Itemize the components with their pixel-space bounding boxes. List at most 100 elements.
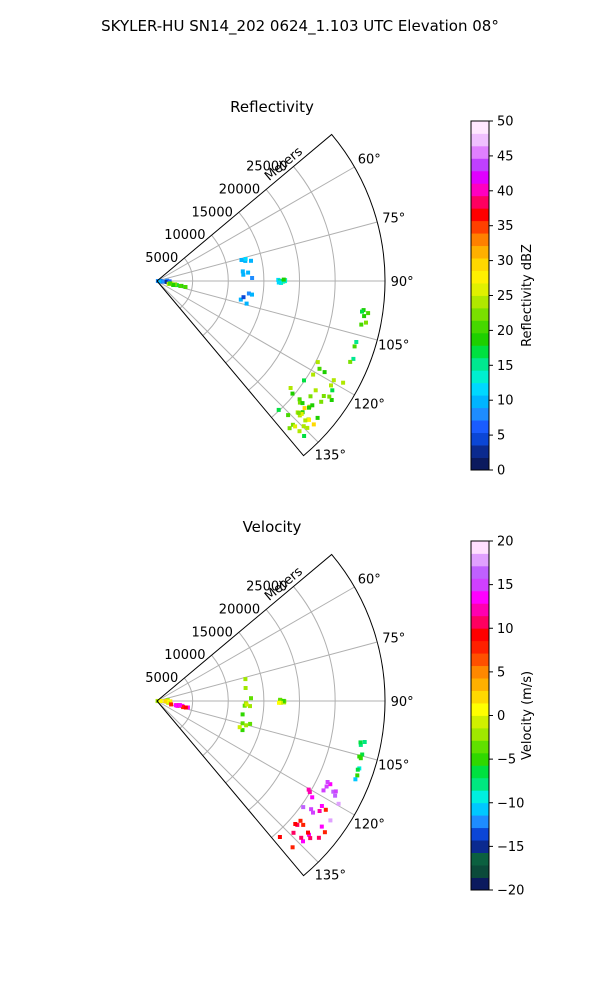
azimuth-gridline (156, 280, 319, 443)
panel-reflectivity: Reflectivity500010000150002000025000Mete… (145, 98, 535, 479)
colorbar-swatch (471, 777, 489, 791)
echo-gate (355, 773, 360, 778)
colorbar-swatch (471, 158, 489, 172)
echo-gate (163, 699, 168, 704)
echo-gate (290, 391, 295, 396)
echo-gate (352, 344, 357, 349)
echo-gate (311, 372, 316, 377)
colorbar-swatch (471, 765, 489, 779)
echo-gate (171, 283, 176, 287)
range-ring (225, 631, 265, 784)
colorbar-swatch (471, 432, 489, 446)
colorbar-swatch (471, 195, 489, 209)
colorbar-tick-label: 30 (497, 254, 514, 269)
echo-gate (281, 277, 286, 282)
echo-gate (177, 703, 182, 708)
colorbar-swatch (471, 307, 489, 321)
echo-gate (321, 394, 326, 398)
colorbar-swatch (471, 628, 489, 642)
echo-gate (358, 740, 363, 745)
echo-gate (319, 804, 324, 808)
azimuth-gridline (156, 280, 355, 396)
colorbar-tick-label: 0 (497, 464, 505, 479)
echo-gate (310, 795, 315, 800)
echo-gate (293, 424, 298, 429)
colorbar-tick-label: 40 (497, 184, 514, 199)
colorbar-swatch (471, 840, 489, 853)
range-ring (202, 654, 229, 756)
colorbar-swatch (471, 578, 489, 592)
azimuth-gridline (156, 280, 378, 341)
echo-gate (333, 789, 338, 794)
echo-gate (301, 822, 306, 827)
azimuth-tick-label: 135° (315, 448, 346, 463)
colorbar-swatch (471, 740, 489, 754)
echo-gate (297, 400, 302, 405)
colorbar-tick-label: 20 (497, 324, 514, 339)
echo-gate (358, 742, 363, 747)
colorbar-swatch (471, 640, 489, 654)
echo-gate (307, 790, 312, 795)
echo-gate (308, 836, 313, 841)
echo-gate (250, 276, 255, 280)
colorbar-tick-label: −10 (497, 796, 524, 811)
echo-gate (241, 295, 246, 300)
echo-gate (281, 698, 286, 703)
azimuth-tick-label: 120° (354, 398, 385, 413)
colorbar-tick-label: 5 (497, 429, 505, 444)
azimuth-gridline (156, 166, 355, 282)
range-ring (271, 586, 336, 838)
echo-gate (248, 721, 253, 726)
colorbar-swatch (471, 877, 489, 891)
echo-gate (237, 725, 242, 730)
echo-gate (299, 835, 304, 840)
azimuth-gridline (156, 700, 355, 816)
echo-gate (240, 712, 245, 717)
range-ring (202, 234, 229, 336)
echo-gate (276, 407, 281, 412)
echo-gate (276, 280, 281, 285)
echo-gate (362, 314, 367, 319)
echo-gate (243, 677, 248, 682)
colorbar-swatch (471, 790, 489, 804)
azimuth-tick-label: 120° (354, 818, 385, 833)
colorbar-swatch (471, 653, 489, 667)
echo-gate (161, 279, 166, 284)
range-tick-label: 15000 (192, 625, 233, 640)
colorbar-tick-label: 0 (497, 709, 505, 724)
colorbar-swatch (471, 345, 489, 359)
echo-layer (155, 677, 367, 850)
echo-gate (158, 699, 163, 703)
colorbar-swatch (471, 357, 489, 371)
echo-gate (302, 378, 306, 383)
echo-gate (288, 386, 293, 390)
echo-gate (327, 394, 332, 399)
echo-gate (243, 257, 248, 261)
echo-gate (316, 835, 321, 840)
echo-gate (239, 258, 244, 262)
colorbar-swatch (471, 370, 489, 384)
echo-gate (164, 279, 169, 284)
colorbar-tick-label: 10 (497, 622, 514, 637)
colorbar-swatch (471, 295, 489, 309)
colorbar-label: Reflectivity dBZ (520, 244, 535, 347)
colorbar-swatch (471, 183, 489, 197)
azimuth-tick-label: 90° (391, 695, 414, 710)
colorbar-tick-label: 5 (497, 665, 505, 680)
echo-gate (248, 704, 252, 709)
colorbar-swatch (471, 603, 489, 617)
azimuth-tick-label: 105° (378, 338, 409, 353)
echo-gate (306, 830, 310, 835)
colorbar-tick-label: 45 (497, 149, 514, 164)
azimuth-tick-label: 75° (382, 212, 405, 227)
echo-gate (305, 425, 310, 430)
echo-gate (298, 818, 303, 823)
colorbar-tick-label: −20 (497, 884, 524, 899)
colorbar-swatch (471, 553, 489, 567)
echo-gate (355, 767, 360, 772)
echo-gate (319, 824, 324, 829)
colorbar: −20 −15 −10 −5 0 5 10 15 20 Velocity (m/s) (470, 535, 535, 899)
colorbar-tick-label: 35 (497, 219, 514, 234)
echo-gate (311, 810, 315, 815)
colorbar-tick-label: 15 (497, 578, 514, 593)
